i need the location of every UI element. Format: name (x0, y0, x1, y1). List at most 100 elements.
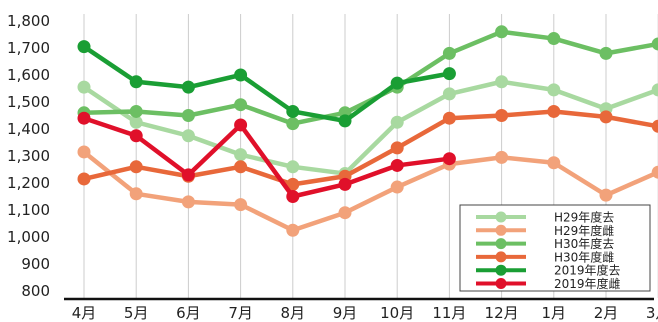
data-point (442, 152, 456, 166)
legend-label: 2019年度去 (554, 263, 621, 278)
data-point (495, 109, 509, 122)
data-point (286, 223, 300, 237)
legend-marker (495, 251, 507, 263)
data-point (234, 118, 248, 132)
data-point (442, 46, 456, 60)
data-point (234, 98, 248, 112)
x-tick-label: 6月 (176, 304, 201, 322)
data-point (442, 111, 456, 125)
data-point (181, 195, 195, 209)
data-point (390, 141, 404, 155)
data-point (286, 160, 300, 174)
data-point (495, 25, 509, 39)
y-tick-label: 1,800 (7, 12, 50, 30)
data-point (547, 32, 561, 46)
data-point (338, 206, 352, 220)
data-point (547, 156, 561, 170)
legend-marker (495, 238, 507, 250)
data-point (129, 160, 143, 174)
data-point (442, 87, 456, 101)
y-tick-label: 1,200 (7, 174, 50, 192)
x-tick-label: 11月 (432, 304, 466, 322)
series-line (81, 149, 658, 233)
data-point (338, 177, 352, 191)
data-point (234, 198, 248, 212)
y-tick-label: 1,400 (7, 120, 50, 138)
data-point (651, 83, 658, 97)
data-point (390, 180, 404, 194)
y-axis-ticks: 800 900 1,000 1,100 1,200 1,300 1,400 1,500 1,60… (7, 12, 50, 300)
legend-marker (495, 224, 507, 236)
legend-label: H30年度雌 (554, 249, 614, 264)
data-point (129, 104, 143, 118)
legend-label: 2019年度雌 (554, 276, 621, 291)
legend-marker (495, 278, 507, 289)
legend-item: H29年度雌 (476, 223, 614, 238)
data-point (286, 190, 300, 203)
x-tick-label: 12月 (485, 304, 519, 322)
legend-item: H29年度去 (476, 210, 614, 225)
y-tick-label: 1,700 (7, 39, 50, 57)
y-tick-label: 1,100 (7, 201, 50, 219)
data-point (286, 177, 300, 191)
x-tick-label: 10月 (380, 304, 414, 322)
data-point (77, 145, 91, 159)
data-point (286, 104, 300, 118)
data-point (181, 80, 195, 94)
x-tick-label: 9月 (333, 304, 358, 322)
data-point (599, 46, 613, 60)
series-5 (77, 40, 456, 128)
y-tick-label: 1,600 (7, 66, 50, 84)
data-point (77, 80, 91, 94)
legend-item: H30年度雌 (476, 249, 614, 264)
y-tick-label: 1,500 (7, 93, 50, 111)
data-point (495, 75, 509, 89)
legend-label: H29年度去 (554, 210, 614, 225)
data-point (129, 115, 143, 129)
x-tick-label: 8月 (281, 304, 306, 322)
legend-label: H29年度雌 (554, 223, 614, 238)
data-point (181, 168, 195, 182)
data-point (651, 165, 658, 179)
data-point (181, 109, 195, 122)
x-tick-label: 1月 (542, 304, 567, 322)
data-point (234, 160, 248, 174)
series-2 (77, 145, 658, 237)
data-point (651, 119, 658, 133)
y-tick-label: 1,300 (7, 147, 50, 165)
x-tick-label: 7月 (228, 304, 253, 322)
data-point (129, 75, 143, 89)
data-point (651, 37, 658, 51)
data-point (129, 129, 143, 143)
series-line (81, 79, 658, 176)
data-point (547, 83, 561, 97)
y-tick-label: 900 (21, 255, 50, 273)
data-point (129, 187, 143, 201)
data-point (599, 188, 613, 202)
series-line (81, 44, 452, 124)
data-point (599, 110, 613, 124)
data-point (442, 67, 456, 81)
data-point (77, 172, 91, 186)
legend-marker (495, 211, 507, 223)
legend-item: 2019年度雌 (476, 276, 621, 291)
series-line (81, 115, 452, 199)
legend-item: 2019年度去 (476, 263, 621, 278)
series-4 (77, 104, 658, 191)
data-point (338, 114, 352, 128)
series-line (81, 109, 658, 187)
data-point (390, 158, 404, 172)
series-6 (77, 111, 456, 203)
legend-item: H30年度去 (476, 236, 614, 251)
legend-label: H30年度去 (554, 236, 614, 251)
data-point (390, 76, 404, 90)
legend-box (459, 204, 651, 292)
x-axis-ticks: 4月 5月 6月 7月 8月 9月 10月 11月 12月 1月 2月 3月 (72, 304, 658, 322)
series-line (81, 29, 658, 126)
data-point (547, 104, 561, 118)
y-tick-label: 800 (21, 282, 50, 300)
x-tick-label: 2月 (594, 304, 619, 322)
y-tick-label: 1,000 (7, 228, 50, 246)
legend-marker (495, 264, 507, 276)
